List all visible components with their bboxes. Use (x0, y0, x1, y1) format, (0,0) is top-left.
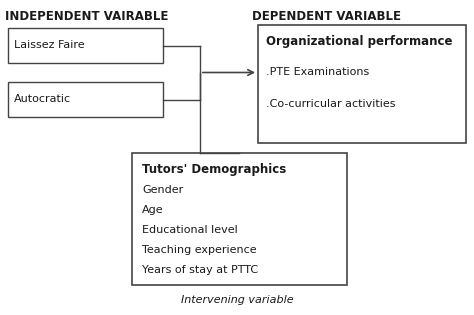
Text: DEPENDENT VARIABLE: DEPENDENT VARIABLE (252, 10, 401, 23)
Text: .Co-curricular activities: .Co-curricular activities (266, 99, 395, 109)
Text: Educational level: Educational level (142, 225, 238, 235)
Text: Teaching experience: Teaching experience (142, 245, 256, 255)
Text: .PTE Examinations: .PTE Examinations (266, 67, 369, 77)
Text: Years of stay at PTTC: Years of stay at PTTC (142, 265, 258, 275)
Bar (132, 153, 347, 285)
Text: Laissez Faire: Laissez Faire (14, 39, 85, 49)
Bar (8, 28, 163, 63)
Text: Autocratic: Autocratic (14, 94, 71, 104)
Bar (8, 82, 163, 117)
Text: INDEPENDENT VAIRABLE: INDEPENDENT VAIRABLE (5, 10, 168, 23)
Text: Organizational performance: Organizational performance (266, 35, 453, 48)
Text: Age: Age (142, 205, 164, 215)
Text: Gender: Gender (142, 185, 183, 195)
Text: Tutors' Demographics: Tutors' Demographics (142, 163, 286, 176)
Text: Intervening variable: Intervening variable (181, 295, 293, 305)
Bar (258, 25, 466, 143)
